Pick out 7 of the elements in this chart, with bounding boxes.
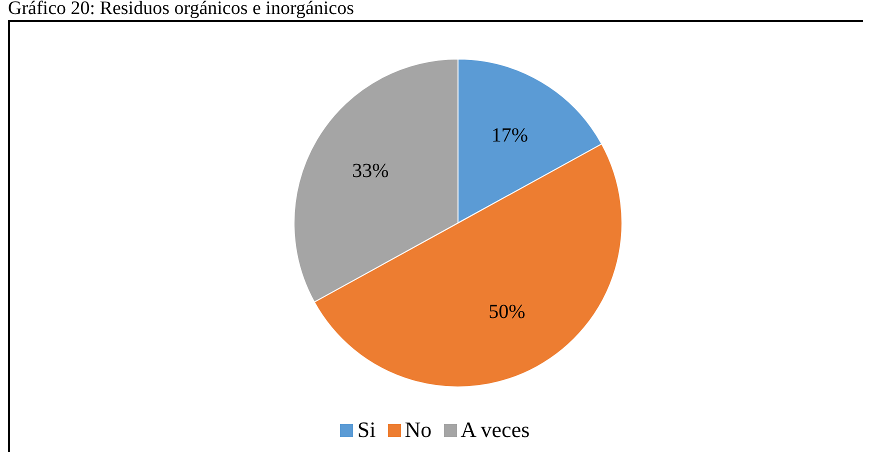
chart-title: Gráfico 20: Residuos orgánicos e inorgánicos (8, 0, 354, 19)
data-label: 17% (491, 124, 528, 146)
data-label: 50% (488, 301, 526, 324)
legend-label: A veces (460, 417, 530, 443)
legend-label: No (404, 417, 432, 443)
data-label: 33% (352, 160, 389, 182)
legend-label: Si (357, 417, 376, 443)
